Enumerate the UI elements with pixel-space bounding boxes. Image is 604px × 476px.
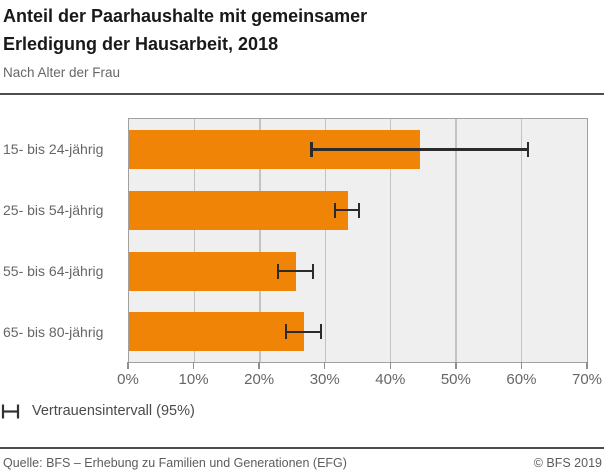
category-label: 55- bis 64-jährig	[3, 263, 104, 280]
category-label: 15- bis 24-jährig	[3, 140, 104, 157]
plot-area	[128, 118, 588, 363]
axis-tick	[127, 362, 129, 369]
axis-tick-label: 60%	[506, 371, 537, 388]
category-label: 65- bis 80-jährig	[3, 324, 104, 341]
axis-tick-label: 30%	[309, 371, 340, 388]
chart-title: Anteil der Paarhaushalte mit gemeinsamer…	[3, 2, 367, 58]
error-bar-cap-high	[358, 202, 361, 218]
gridline	[324, 119, 327, 362]
error-bar	[286, 330, 322, 333]
bar	[129, 251, 297, 291]
axis-tick	[389, 362, 392, 369]
error-bar-cap-high	[320, 324, 323, 340]
error-bar-cap-low	[310, 142, 313, 157]
gridline	[455, 119, 457, 362]
axis-tick	[258, 362, 260, 369]
gridline	[193, 119, 196, 362]
error-bar	[335, 209, 360, 212]
header-divider	[0, 93, 604, 95]
axis-tick-label: 10%	[178, 371, 209, 388]
gridline	[389, 119, 392, 362]
error-bar-cap-low	[284, 324, 288, 340]
axis-tick-label: 50%	[440, 371, 471, 388]
error-bar	[311, 148, 529, 151]
chart-subtitle: Nach Alter der Frau	[3, 65, 121, 80]
error-bar-icon	[1, 404, 20, 418]
axis-tick	[323, 362, 326, 369]
chart-title-line2: Erledigung der Hausarbeit, 2018	[3, 34, 279, 54]
axis-tick-label: 40%	[375, 371, 406, 388]
footer: Quelle: BFS – Erhebung zu Familien und G…	[3, 456, 602, 470]
footer-divider	[0, 447, 604, 449]
axis-tick	[586, 362, 588, 369]
chart-title-line1: Anteil der Paarhaushalte mit gemeinsamer	[3, 6, 368, 26]
bar	[129, 312, 304, 352]
legend-label: Vertrauensintervall (95%)	[32, 403, 195, 419]
category-label: 25- bis 54-jährig	[3, 201, 104, 218]
error-bar-cap-low	[277, 263, 280, 279]
axis-tick	[192, 362, 195, 369]
gridline	[259, 119, 261, 362]
gridline	[520, 119, 523, 362]
error-bar	[278, 269, 313, 273]
error-bar-cap-high	[527, 142, 530, 157]
source-text: Quelle: BFS – Erhebung zu Familien und G…	[3, 456, 347, 470]
axis-tick-label: 0%	[117, 371, 139, 388]
error-bar-cap-low	[333, 202, 337, 218]
error-bar-cap-high	[311, 263, 314, 279]
axis-tick-label: 70%	[571, 371, 603, 388]
axis-tick	[520, 362, 523, 369]
bar	[129, 190, 348, 230]
axis-tick	[455, 362, 457, 369]
legend: Vertrauensintervall (95%)	[1, 401, 195, 421]
copyright-text: © BFS 2019	[533, 456, 602, 470]
axis-tick-label: 20%	[244, 371, 275, 388]
